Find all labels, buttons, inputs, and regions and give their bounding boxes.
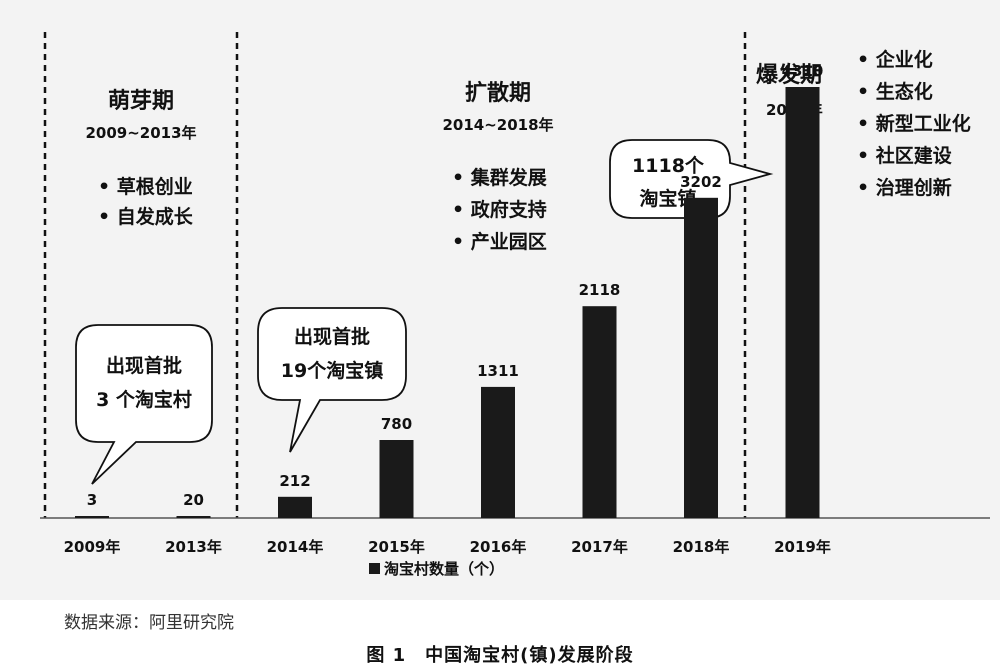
x-tick-label-7: 2019年 xyxy=(774,538,831,556)
data-label-1: 20 xyxy=(183,491,204,509)
chart-figure: 萌芽期 2009~2013年 • 草根创业 • 自发成长 扩散期 2014~20… xyxy=(0,0,1000,600)
phase-3-bullet-3: • 新型工业化 xyxy=(857,112,971,135)
callout-1-line-2: 3 个淘宝村 xyxy=(96,388,192,411)
legend-label: 淘宝村数量（个） xyxy=(383,560,504,578)
data-label-5: 2118 xyxy=(579,281,621,299)
bar-chart: 萌芽期 2009~2013年 • 草根创业 • 自发成长 扩散期 2014~20… xyxy=(40,32,990,578)
x-tick-label-5: 2017年 xyxy=(571,538,628,556)
x-tick-label-1: 2013年 xyxy=(165,538,222,556)
x-tick-label-group: 2009年 2013年 2014年 2015年 2016年 2017年 2018年 2019年 xyxy=(64,538,831,556)
data-label-0: 3 xyxy=(87,491,97,509)
bar-group xyxy=(75,87,820,519)
bar-2 xyxy=(278,496,312,518)
bar-4 xyxy=(481,386,515,518)
source-note: 数据来源：阿里研究院 xyxy=(64,613,234,633)
callout-bubble-2 xyxy=(257,307,407,453)
phase-1-years: 2009~2013年 xyxy=(85,124,196,142)
x-tick-label-3: 2015年 xyxy=(368,538,425,556)
phase-1-bullet-2: • 自发成长 xyxy=(98,205,194,228)
phase-2-years: 2014~2018年 xyxy=(442,116,553,134)
x-tick-label-2: 2014年 xyxy=(267,538,324,556)
phase-3-bullet-5: • 治理创新 xyxy=(857,176,952,199)
callout-bubble-1 xyxy=(75,324,213,485)
bar-3 xyxy=(379,440,414,518)
callout-2-line-2: 19个淘宝镇 xyxy=(281,359,383,382)
bar-7 xyxy=(785,87,820,518)
callout-2-line-1: 出现首批 xyxy=(294,325,370,348)
phase-2-bullet-1: • 集群发展 xyxy=(452,166,547,189)
phase-3-name: 爆发期 xyxy=(756,62,822,88)
callout-1-line-1: 出现首批 xyxy=(106,354,182,377)
phase-2-bullet-3: • 产业园区 xyxy=(452,230,547,253)
data-label-3: 780 xyxy=(381,415,412,433)
data-label-6: 3202 xyxy=(680,173,722,191)
x-tick-label-6: 2018年 xyxy=(673,538,730,556)
phase-3-bullet-1: • 企业化 xyxy=(857,48,933,71)
legend-swatch xyxy=(369,563,380,574)
x-tick-label-0: 2009年 xyxy=(64,538,121,556)
data-label-2: 212 xyxy=(279,472,310,490)
bar-1 xyxy=(176,516,211,518)
bar-0 xyxy=(75,516,109,518)
bar-5 xyxy=(582,306,617,518)
callout-3-line-2: 淘宝镇 xyxy=(639,187,696,210)
x-tick-label-4: 2016年 xyxy=(470,538,527,556)
callout-3-line-1: 1118个 xyxy=(632,155,705,177)
phase-1-bullet-1: • 草根创业 xyxy=(98,175,193,198)
bar-6 xyxy=(684,197,718,519)
phase-1-name: 萌芽期 xyxy=(108,89,174,114)
data-label-group: 3 20 212 780 1311 2118 3202 4310 xyxy=(87,62,824,509)
phase-2-name: 扩散期 xyxy=(465,81,531,106)
data-label-7: 4310 xyxy=(782,62,824,80)
phase-3-bullet-4: • 社区建设 xyxy=(857,144,952,167)
phase-3-bullet-2: • 生态化 xyxy=(857,80,933,103)
figure-caption: 图 1 中国淘宝村(镇)发展阶段 xyxy=(366,645,634,666)
phase-2-bullet-2: • 政府支持 xyxy=(452,198,547,221)
data-label-4: 1311 xyxy=(477,362,519,380)
